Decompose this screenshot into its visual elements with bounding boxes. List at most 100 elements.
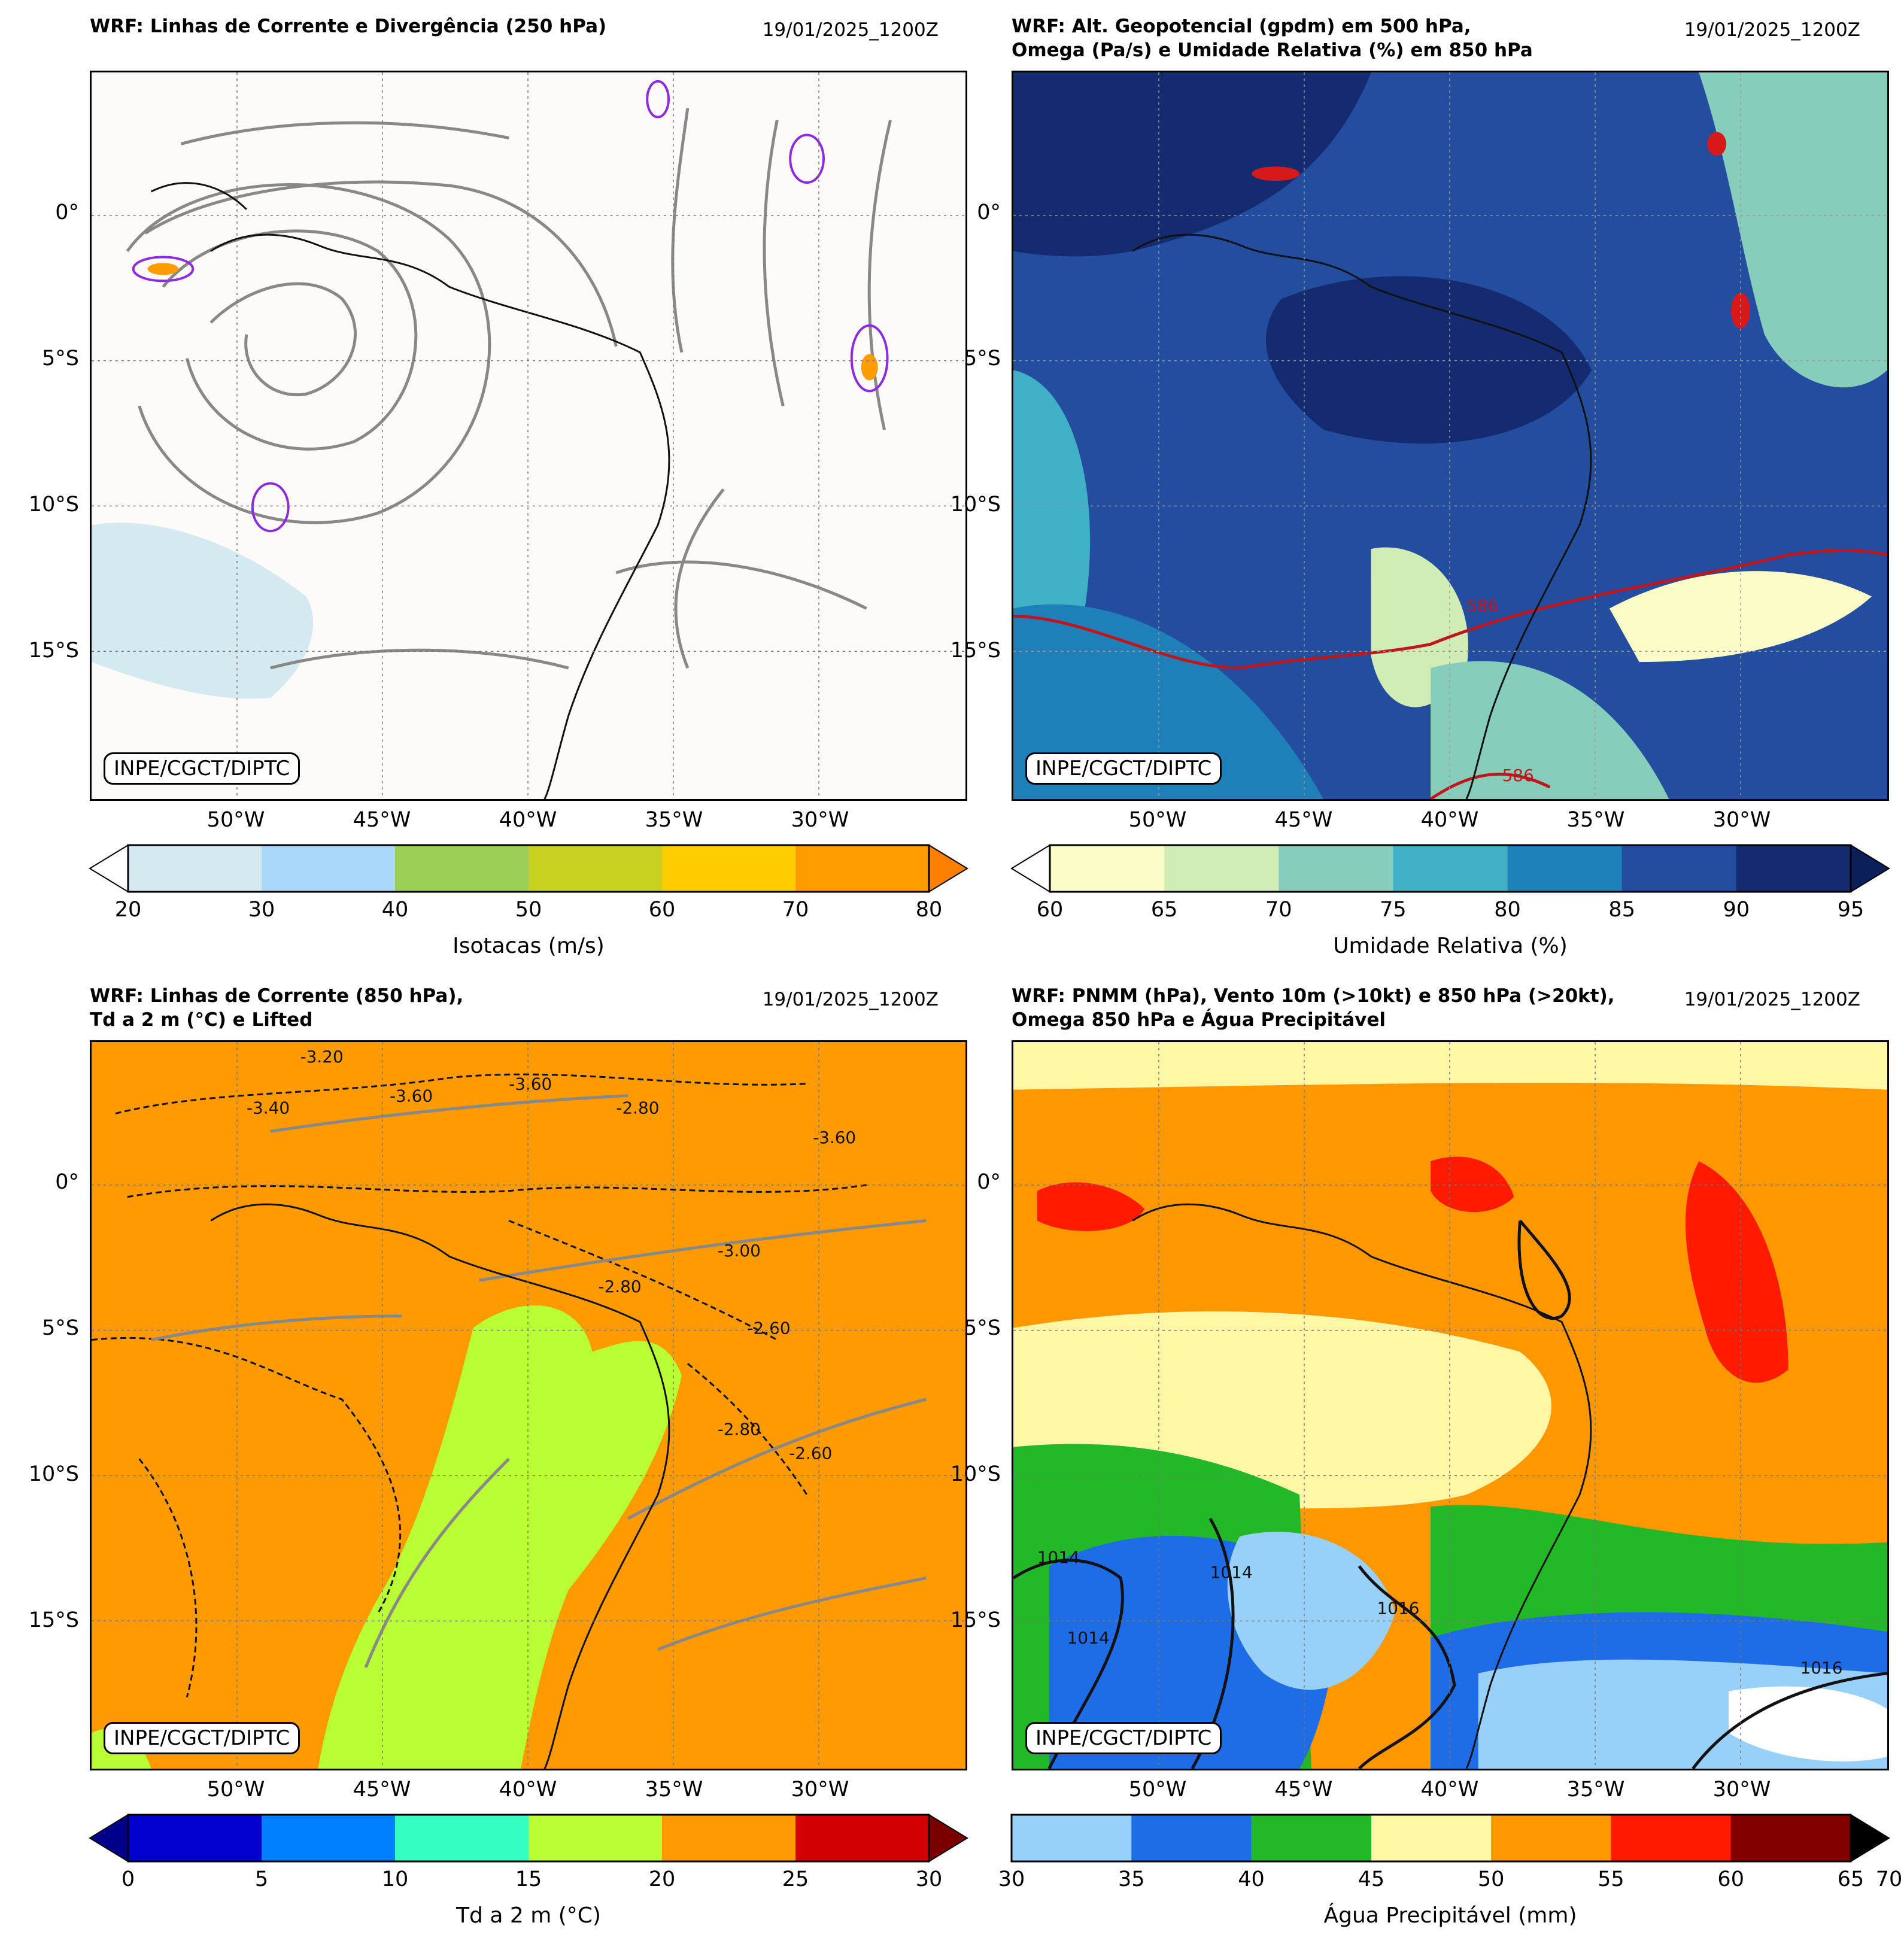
colorbar-label: Água Precipitável (mm) — [1323, 1903, 1577, 1928]
panel-geopotential-humidity: WRF: Alt. Geopotencial (gpdm) em 500 hPa… — [922, 0, 1890, 958]
contour-label: -3.20 — [300, 1047, 344, 1067]
colorbar-max-extend — [1850, 844, 1890, 893]
colorbar-tick: 40 — [381, 898, 409, 922]
geopotential-contours — [1013, 549, 1887, 799]
gridlines — [1013, 72, 1887, 799]
colorbar-max-extend — [1850, 1814, 1890, 1863]
lat-label: 10°S — [950, 1462, 1001, 1486]
contour-label: -2.80 — [599, 1277, 642, 1296]
panel-title: WRF: Alt. Geopotencial (gpdm) em 500 hPa… — [1012, 16, 1533, 61]
contour-label: 1014 — [1067, 1628, 1110, 1648]
colorbar-tick: 70 — [1265, 898, 1292, 922]
lon-label: 30°W — [1712, 1778, 1771, 1802]
lat-label: 15°S — [28, 1608, 79, 1632]
colorbar-tick: 60 — [1036, 898, 1064, 922]
colorbar-swatch — [395, 845, 529, 892]
colorbar-label: Td a 2 m (°C) — [456, 1903, 601, 1928]
contour-label: -2.80 — [616, 1098, 659, 1117]
lon-label: 35°W — [1566, 808, 1625, 832]
colorbar-tick: 65 — [1150, 898, 1178, 922]
colorbar-tick: 50 — [1477, 1867, 1505, 1891]
contour-label: 1016 — [1800, 1658, 1843, 1678]
colorbar-swatch — [795, 845, 930, 892]
pw-55-60-region — [1431, 1156, 1514, 1213]
colorbar-swatch — [1393, 845, 1508, 892]
colorbar-min-extend — [1010, 844, 1050, 893]
contour-label: -3.60 — [813, 1128, 856, 1147]
colorbar-min-extend — [89, 844, 129, 893]
lon-label: 35°W — [645, 808, 703, 832]
humidity-70-region — [1699, 72, 1887, 388]
colorbar-tick: 5 — [254, 1867, 269, 1891]
lon-label: 30°W — [1712, 808, 1771, 832]
colorbar-tick: 20 — [114, 898, 142, 922]
panel-date: 19/01/2025_1200Z — [762, 19, 939, 41]
colorbar-tick: 0 — [121, 1867, 135, 1891]
colorbar-swatch — [128, 845, 262, 892]
colorbar-swatch — [529, 1815, 663, 1861]
lon-label: 45°W — [1274, 1778, 1333, 1802]
humidity-80-region — [1013, 604, 1323, 799]
colorbar-swatch — [1050, 845, 1165, 892]
panel-date: 19/01/2025_1200Z — [1684, 19, 1860, 41]
colorbar — [89, 1814, 968, 1863]
lat-label: 10°S — [28, 1462, 79, 1486]
colorbar-swatch — [1491, 1815, 1611, 1861]
lat-label: 10°S — [28, 493, 79, 517]
lon-label: 35°W — [645, 1778, 703, 1802]
colorbar-tick: 30 — [915, 1867, 943, 1891]
colorbar-swatch — [1012, 1815, 1132, 1861]
lifted-index-contours — [92, 1073, 867, 1697]
colorbar-swatch — [662, 1815, 796, 1861]
colorbar-swatch — [1131, 1815, 1252, 1861]
colorbar-swatch — [1730, 1815, 1851, 1861]
colorbar-tick: 80 — [915, 898, 943, 922]
credit-label: INPE/CGCT/DIPTC — [104, 752, 300, 785]
pw-55-60-region — [1685, 1161, 1788, 1383]
colorbar-tick: 15 — [515, 1867, 542, 1891]
colorbar-tick: 65 — [1837, 1867, 1864, 1891]
panel-title: WRF: Linhas de Corrente e Divergência (2… — [90, 16, 607, 37]
lon-label: 45°W — [353, 1778, 411, 1802]
lon-label: 45°W — [353, 808, 411, 832]
divergence-contours — [132, 80, 889, 533]
lat-label: 15°S — [950, 1608, 1001, 1632]
colorbar-swatch — [262, 1815, 396, 1861]
colorbar-swatch — [1621, 845, 1737, 892]
colorbar-swatch — [1507, 845, 1623, 892]
dewpoint-15-20-region — [318, 1305, 682, 1769]
panel-title: WRF: PNMM (hPa), Vento 10m (>10kt) e 850… — [1012, 985, 1615, 1031]
pw-55-60-region — [1037, 1182, 1145, 1231]
humidity-90-region — [1265, 276, 1592, 444]
contour-label: -3.40 — [247, 1098, 290, 1117]
colorbar-swatch — [1279, 845, 1393, 892]
panel-streamlines-250hpa: WRF: Linhas de Corrente e Divergência (2… — [0, 0, 968, 958]
colorbar-tick: 60 — [1717, 1867, 1744, 1891]
lifted-index-labels: -3.20 -3.40 -3.60 -3.60 -2.80 -3.60 -2.8… — [247, 1047, 856, 1463]
colorbar — [1010, 844, 1890, 893]
contour-label: -3.60 — [390, 1086, 433, 1106]
colorbar-svg — [1010, 1814, 1890, 1863]
colorbar-frame — [127, 1814, 930, 1863]
colorbar-tick: 50 — [515, 898, 542, 922]
colorbar-swatch — [395, 1815, 529, 1861]
colorbar-swatch — [662, 845, 796, 892]
colorbar-tick: 45 — [1358, 1867, 1385, 1891]
streamlines — [151, 1094, 927, 1668]
map-canvas — [92, 72, 965, 799]
pw-45-50-region — [1013, 1042, 1887, 1090]
lon-label: 40°W — [1420, 1778, 1479, 1802]
colorbar-svg — [1010, 844, 1890, 893]
map-area: -3.20 -3.40 -3.60 -3.60 -2.80 -3.60 -2.8… — [90, 1040, 967, 1770]
credit-label: INPE/CGCT/DIPTC — [1025, 1722, 1222, 1754]
colorbar-swatch — [1164, 845, 1279, 892]
colorbar-tick: 75 — [1380, 898, 1407, 922]
isobar-labels: 1014 1014 1014 1016 1016 — [1037, 1548, 1843, 1678]
colorbar-tick: 70 — [1875, 1867, 1903, 1891]
pressure-isobars — [1013, 1219, 1887, 1769]
streamlines — [126, 108, 892, 670]
lat-label: 5°S — [42, 1316, 79, 1340]
colorbar-swatch — [128, 1815, 262, 1861]
lon-label: 45°W — [1274, 808, 1333, 832]
colorbar-tick: 60 — [648, 898, 676, 922]
